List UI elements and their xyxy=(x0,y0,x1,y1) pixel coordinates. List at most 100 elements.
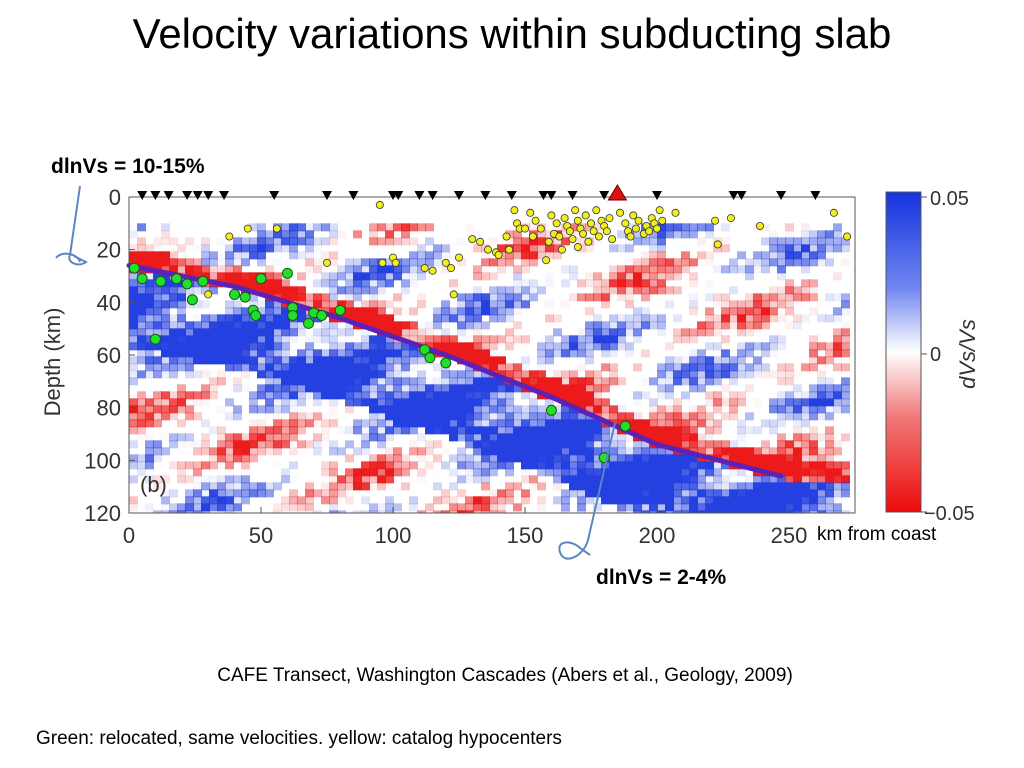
velocity-cell-fast xyxy=(793,489,802,498)
velocity-cell-fast xyxy=(473,398,482,407)
velocity-cell-slow xyxy=(809,426,818,435)
velocity-cell-fast xyxy=(785,496,794,505)
velocity-cell-fast xyxy=(369,272,378,281)
velocity-cell-slow xyxy=(177,405,186,414)
velocity-cell-fast xyxy=(233,405,242,414)
velocity-cell-fast xyxy=(617,335,626,344)
velocity-cell-fast xyxy=(649,321,658,330)
velocity-cell-slow xyxy=(737,307,746,316)
velocity-cell-slow xyxy=(281,503,290,512)
velocity-cell-slow xyxy=(473,265,482,274)
velocity-cell-fast xyxy=(649,314,658,323)
velocity-cell-fast xyxy=(169,503,178,512)
velocity-cell-fast xyxy=(409,349,418,358)
velocity-cell-fast xyxy=(209,286,218,295)
velocity-cell-fast xyxy=(281,468,290,477)
velocity-cell-fast xyxy=(561,265,570,274)
velocity-cell-fast xyxy=(369,342,378,351)
catalog-hypocenter xyxy=(755,221,764,230)
velocity-cell-slow xyxy=(641,412,650,420)
velocity-cell-slow xyxy=(577,293,586,302)
velocity-cell-fast xyxy=(193,279,202,288)
velocity-cell-slow xyxy=(825,426,834,435)
velocity-cell-fast xyxy=(217,475,226,484)
velocity-cell-fast xyxy=(577,461,586,470)
velocity-cell-slow xyxy=(521,489,530,498)
velocity-cell-fast xyxy=(385,419,394,428)
velocity-cell-fast xyxy=(385,433,394,442)
velocity-cell-fast xyxy=(393,356,402,365)
velocity-cell-slow xyxy=(249,419,258,428)
velocity-cell-fast xyxy=(353,384,362,393)
velocity-cell-slow xyxy=(761,223,770,232)
velocity-cell-slow xyxy=(665,405,674,414)
velocity-cell-slow xyxy=(433,496,442,505)
velocity-cell-fast xyxy=(129,300,138,309)
velocity-cell-slow xyxy=(713,419,722,428)
velocity-cell-fast xyxy=(361,356,370,365)
velocity-cell-fast xyxy=(289,370,298,379)
velocity-cell-slow xyxy=(473,496,482,505)
velocity-cell-slow xyxy=(801,279,810,288)
velocity-cell-slow xyxy=(193,412,202,421)
velocity-cell-fast xyxy=(225,503,234,512)
velocity-cell-fast xyxy=(433,426,442,435)
velocity-cell-slow xyxy=(457,510,466,513)
velocity-cell-slow xyxy=(417,335,426,344)
velocity-cell-fast xyxy=(473,384,482,393)
catalog-hypocenter xyxy=(726,214,735,223)
velocity-cell-slow xyxy=(793,454,802,463)
velocity-cell-slow xyxy=(329,251,338,260)
catalog-hypocenter xyxy=(502,232,511,241)
catalog-hypocenter xyxy=(594,232,603,241)
velocity-cell-fast xyxy=(673,503,682,512)
velocity-cell-slow xyxy=(785,468,794,477)
velocity-cell-slow xyxy=(569,293,578,302)
velocity-cell-fast xyxy=(201,244,210,253)
velocity-cell-slow xyxy=(705,314,714,323)
relocated-event xyxy=(197,275,209,287)
velocity-cell-fast xyxy=(489,377,498,386)
velocity-cell-slow xyxy=(393,307,402,316)
velocity-cell-fast xyxy=(689,468,698,477)
velocity-cell-fast xyxy=(609,447,618,456)
velocity-cell-fast xyxy=(217,335,226,344)
velocity-cell-slow xyxy=(617,272,626,281)
velocity-cell-fast xyxy=(681,496,690,505)
velocity-cell-slow xyxy=(761,300,770,309)
velocity-cell-fast xyxy=(265,398,274,407)
velocity-cell-fast xyxy=(689,223,698,232)
velocity-cell-fast xyxy=(777,496,786,505)
velocity-cell-fast xyxy=(593,440,602,449)
velocity-cell-slow xyxy=(633,412,642,421)
velocity-cell-fast xyxy=(577,454,586,463)
velocity-cell-fast xyxy=(825,510,834,513)
velocity-cell-fast xyxy=(457,328,466,337)
velocity-cell-slow xyxy=(841,335,850,344)
velocity-cell-fast xyxy=(633,447,642,456)
velocity-cell-fast xyxy=(825,314,834,323)
velocity-cell-fast xyxy=(441,398,450,407)
velocity-cell-fast xyxy=(681,475,690,484)
velocity-cell-slow xyxy=(361,461,370,470)
velocity-cell-fast xyxy=(769,496,778,505)
velocity-cell-fast xyxy=(713,503,722,512)
velocity-cell-fast xyxy=(313,447,322,456)
velocity-cell-slow xyxy=(353,230,362,239)
velocity-cell-fast xyxy=(233,251,242,260)
velocity-cell-fast xyxy=(545,335,554,344)
velocity-cell-slow xyxy=(481,349,490,358)
catalog-hypocenter xyxy=(671,208,680,217)
velocity-cell-fast xyxy=(657,454,666,463)
velocity-cell-fast xyxy=(649,398,658,407)
velocity-cell-slow xyxy=(761,321,770,330)
velocity-cell-fast xyxy=(385,265,394,274)
velocity-cell-fast xyxy=(785,482,794,491)
velocity-cell-fast xyxy=(273,342,282,351)
velocity-cell-fast xyxy=(585,356,594,365)
velocity-cell-fast xyxy=(577,468,586,477)
velocity-cell-slow xyxy=(249,272,258,281)
velocity-cell-slow xyxy=(721,314,730,323)
velocity-cell-fast xyxy=(497,398,506,407)
velocity-cell-fast xyxy=(281,342,290,351)
